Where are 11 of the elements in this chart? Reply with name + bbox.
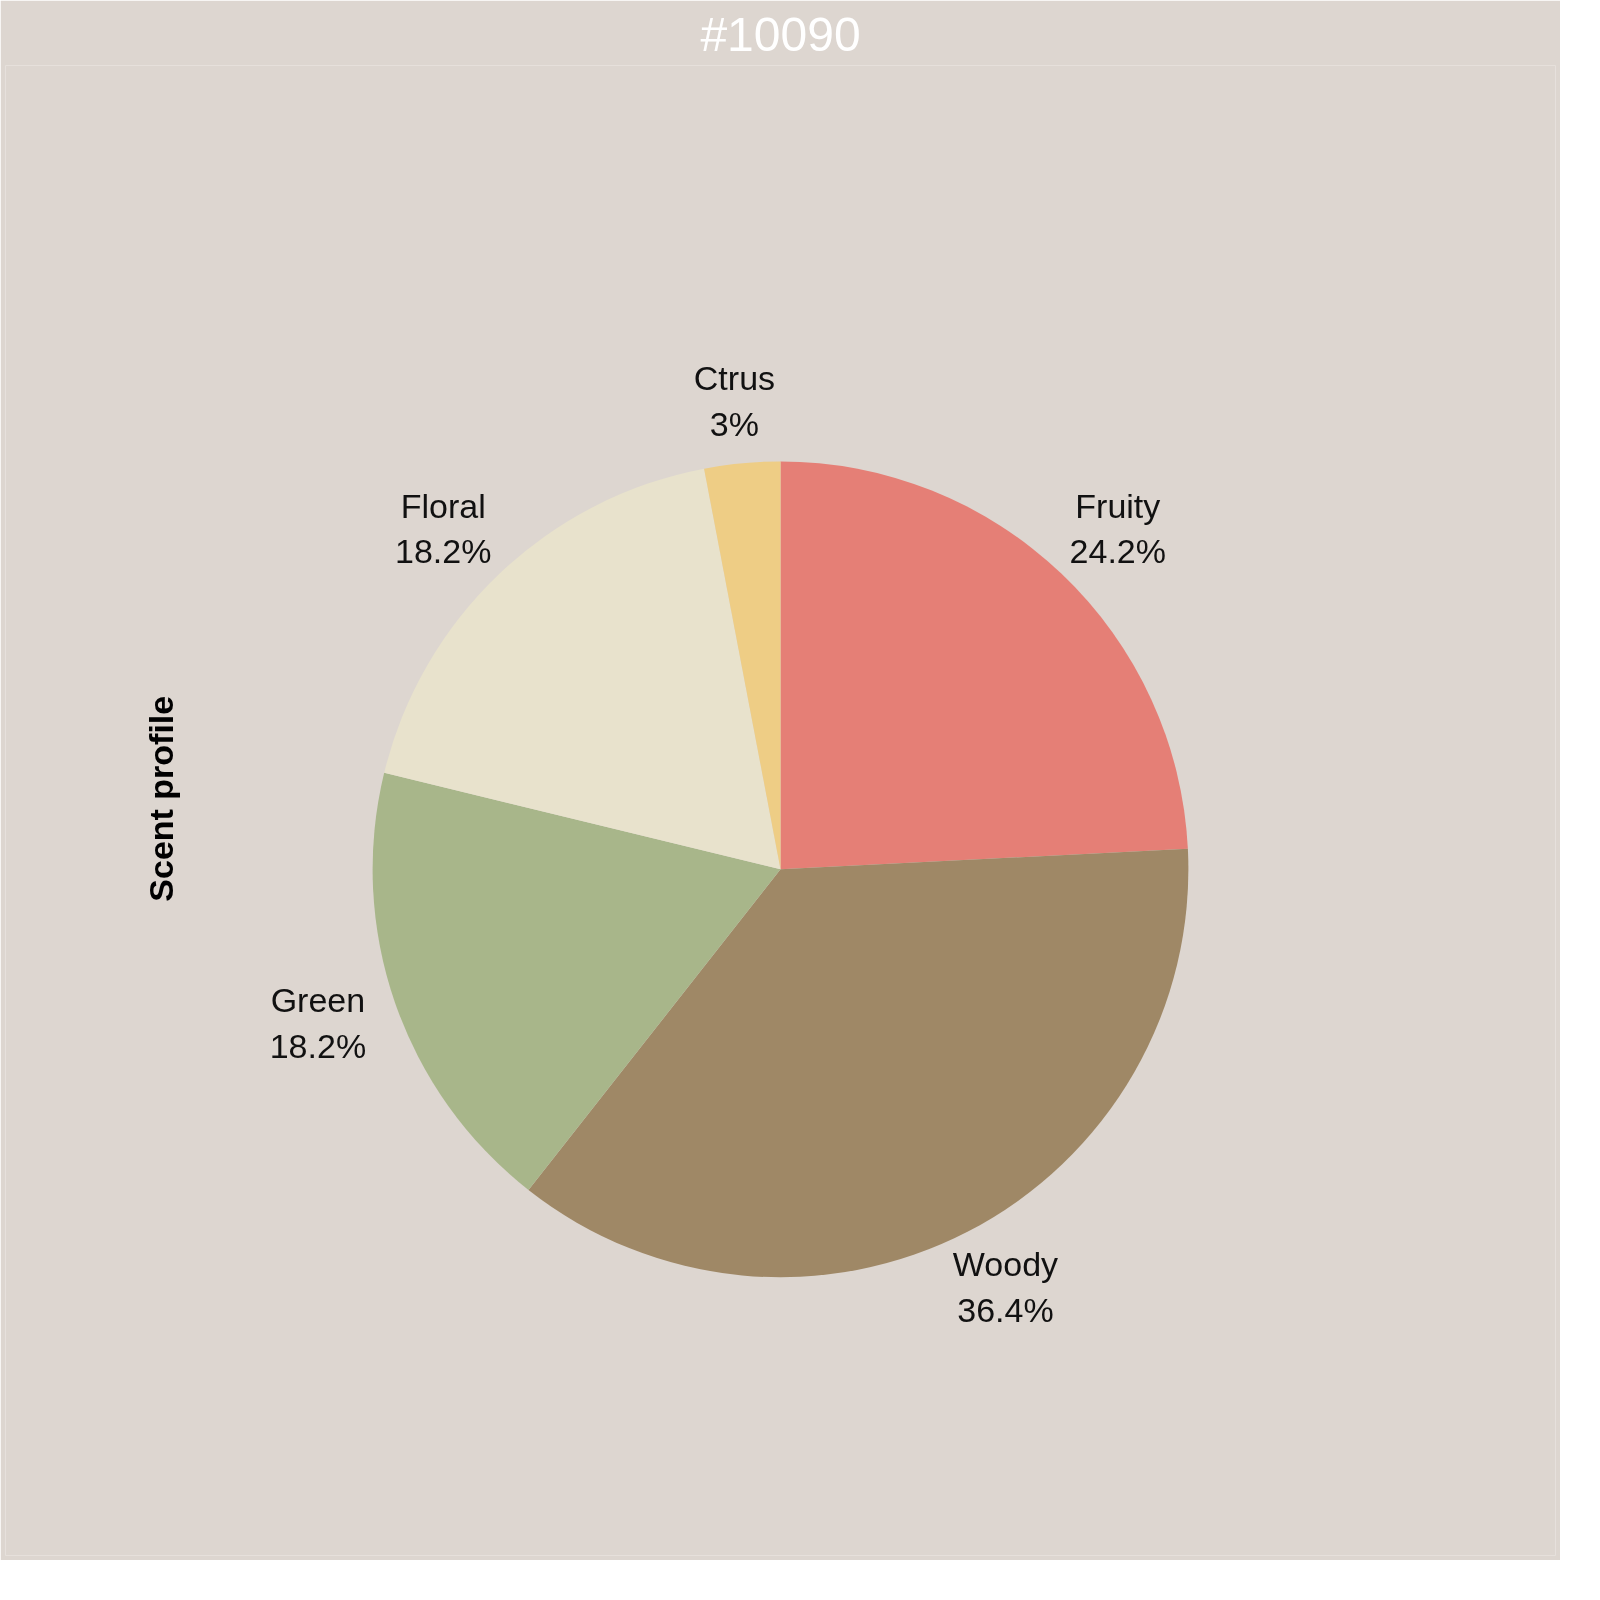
slice-label: Green bbox=[270, 981, 366, 1020]
data-label: 24.2% bbox=[1069, 532, 1167, 571]
text: Scent profile bbox=[141, 695, 180, 902]
slice-label: Fruity bbox=[1075, 486, 1161, 525]
data-label: 18.2% bbox=[269, 1026, 367, 1065]
slice-label: Woody bbox=[952, 1245, 1059, 1284]
data-label: 3% bbox=[709, 404, 760, 443]
slice-label: Floral bbox=[400, 486, 486, 525]
slice-label: Ctrus bbox=[693, 359, 776, 398]
data-label: 18.2% bbox=[394, 532, 492, 571]
data-label: 36.4% bbox=[957, 1291, 1054, 1330]
